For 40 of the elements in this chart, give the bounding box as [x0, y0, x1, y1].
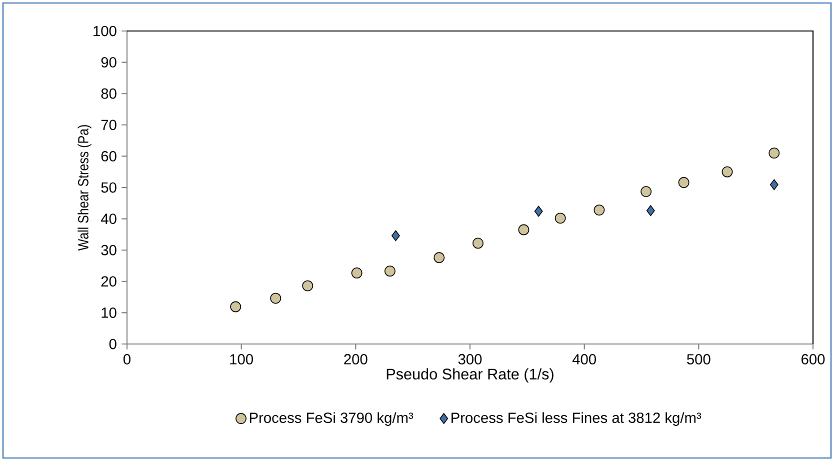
point: [554, 212, 566, 224]
point: [302, 280, 314, 292]
y-tick-label: 60: [101, 151, 116, 162]
x-tick-label: 200: [344, 354, 368, 364]
x-tick-label: 0: [123, 354, 130, 364]
point: [770, 179, 778, 190]
point: [640, 186, 652, 198]
legend-label: Process FeSi 3790 kg/m³: [250, 412, 414, 426]
x-axis-title: Pseudo Shear Rate (1/s): [386, 368, 554, 383]
x-tick-label: 600: [802, 354, 825, 364]
point: [722, 166, 733, 178]
point: [230, 301, 242, 312]
point: [518, 224, 530, 236]
point: [678, 177, 690, 188]
point: [768, 148, 780, 159]
point: [391, 230, 400, 242]
y-tick-label: 30: [101, 244, 116, 256]
x-tick-label: 500: [687, 354, 710, 364]
y-tick-label: 90: [101, 57, 116, 68]
point: [270, 292, 282, 304]
y-tick-label: 80: [101, 88, 116, 99]
point: [646, 205, 655, 216]
y-tick-label: 10: [102, 308, 116, 318]
point: [472, 238, 484, 249]
x-tick-label: 400: [572, 354, 596, 364]
y-tick-label: 40: [100, 214, 116, 224]
y-tick-label: 0: [109, 338, 116, 350]
legend-label: Process FeSi less Fines at 3812 kg/m³: [452, 412, 702, 426]
y-axis-title: Wall Shear Stress (Pa): [78, 125, 92, 251]
point: [434, 252, 445, 264]
point: [594, 204, 605, 216]
x-tick-label: 100: [230, 354, 253, 364]
y-tick-label: 20: [101, 276, 116, 287]
point: [351, 267, 362, 278]
y-tick-label: 50: [101, 182, 116, 193]
y-tick-label: 70: [101, 120, 116, 130]
y-tick-label: 100: [94, 26, 116, 36]
x-tick-label: 300: [458, 354, 482, 364]
point: [534, 206, 543, 217]
point: [384, 266, 396, 277]
